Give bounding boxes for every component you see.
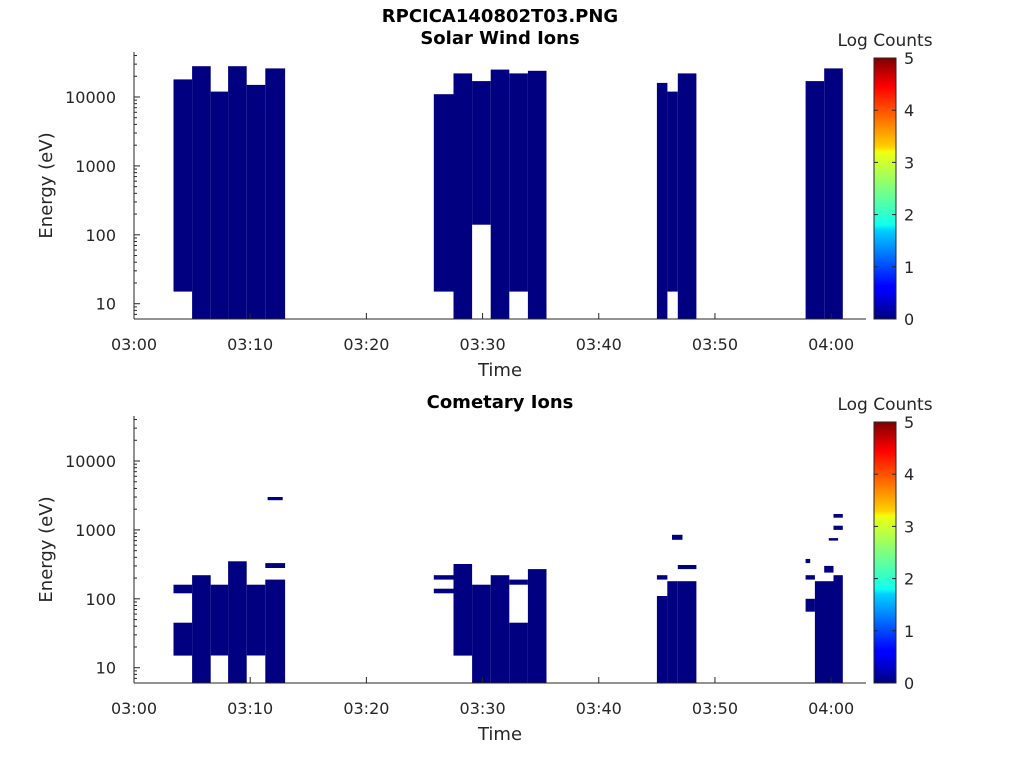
data-block xyxy=(527,70,547,319)
data-block xyxy=(677,565,697,570)
x-tick-label: 04:00 xyxy=(808,335,854,354)
y-tick-label: 10000 xyxy=(65,88,116,107)
data-block xyxy=(472,81,491,225)
data-block xyxy=(656,596,668,683)
data-block xyxy=(228,66,247,319)
data-block xyxy=(667,91,678,292)
data-block xyxy=(805,598,815,612)
data-block xyxy=(672,534,683,540)
chart-panel-1: 03:00 03:10 03:20 03:30 03:40 03:50 04:0010100… xyxy=(36,28,933,381)
data-block xyxy=(527,569,547,683)
data-block xyxy=(433,94,454,292)
data-block xyxy=(173,622,193,656)
data-block xyxy=(433,575,454,580)
colorbar-tick-label: 1 xyxy=(904,622,914,641)
x-tick-label: 03:00 xyxy=(111,335,157,354)
data-block xyxy=(814,581,834,683)
colorbar-tick-label: 0 xyxy=(904,674,914,693)
x-tick-label: 04:00 xyxy=(808,699,854,718)
data-block xyxy=(509,579,528,585)
data-block xyxy=(833,575,843,683)
chart-panel-2: 03:00 03:10 03:20 03:30 03:40 03:50 04:0010100… xyxy=(36,392,933,745)
data-block xyxy=(509,622,528,683)
data-block xyxy=(805,575,815,580)
y-axis-label: Energy (eV) xyxy=(36,496,57,602)
colorbar-tick-label: 0 xyxy=(904,310,914,329)
data-block xyxy=(265,68,286,320)
data-block xyxy=(656,82,668,320)
data-block xyxy=(490,69,510,319)
figure-title: RPCICA140802T03.PNG xyxy=(381,6,619,27)
x-axis-label: Time xyxy=(477,724,522,745)
data-block xyxy=(828,538,839,541)
data-block xyxy=(265,563,286,568)
data-block xyxy=(173,79,193,292)
data-block xyxy=(192,66,211,319)
data-block xyxy=(210,91,229,319)
y-tick-label: 100 xyxy=(85,226,116,245)
data-block xyxy=(824,68,843,320)
data-block xyxy=(509,73,528,292)
data-block xyxy=(656,575,668,580)
data-block xyxy=(246,84,266,320)
data-block xyxy=(210,584,229,656)
x-axis-label: Time xyxy=(477,360,522,381)
y-axis-label: Energy (eV) xyxy=(36,132,57,238)
y-tick-label: 1000 xyxy=(75,157,116,176)
colorbar-tick-label: 3 xyxy=(904,517,914,536)
x-tick-label: 03:30 xyxy=(460,335,506,354)
y-tick-label: 100 xyxy=(85,590,116,609)
data-block xyxy=(246,584,266,656)
y-tick-label: 10 xyxy=(96,659,116,678)
x-tick-label: 03:50 xyxy=(692,335,738,354)
x-tick-label: 03:20 xyxy=(343,699,389,718)
y-tick-label: 10000 xyxy=(65,452,116,471)
colorbar-tick-label: 5 xyxy=(904,413,914,432)
data-block xyxy=(677,581,697,683)
colorbar-tick-label: 3 xyxy=(904,153,914,172)
x-tick-label: 03:50 xyxy=(692,699,738,718)
colorbar xyxy=(873,421,897,684)
x-tick-label: 03:20 xyxy=(343,335,389,354)
colorbar-tick-label: 2 xyxy=(904,570,914,589)
data-block xyxy=(267,497,283,501)
x-tick-label: 03:40 xyxy=(576,335,622,354)
x-tick-label: 03:30 xyxy=(460,699,506,718)
data-block xyxy=(265,579,286,683)
data-block xyxy=(433,588,454,594)
x-tick-label: 03:40 xyxy=(576,699,622,718)
panel-title: Solar Wind Ions xyxy=(420,28,579,49)
panel-title: Cometary Ions xyxy=(427,392,574,413)
data-block xyxy=(833,514,843,518)
data-block xyxy=(833,525,843,530)
colorbar-tick-label: 1 xyxy=(904,258,914,277)
y-tick-label: 1000 xyxy=(75,521,116,540)
colorbar-tick-label: 2 xyxy=(904,206,914,225)
colorbar xyxy=(873,57,897,320)
colorbar-tick-label: 5 xyxy=(904,49,914,68)
y-tick-label: 10 xyxy=(96,295,116,314)
colorbar-tick-label: 4 xyxy=(904,465,914,484)
data-block xyxy=(667,581,678,683)
data-block xyxy=(453,73,473,320)
x-tick-label: 03:10 xyxy=(227,699,273,718)
x-tick-label: 03:00 xyxy=(111,699,157,718)
data-block xyxy=(824,565,834,573)
data-block xyxy=(472,584,491,683)
data-block xyxy=(805,558,811,564)
data-block xyxy=(490,575,510,683)
data-block xyxy=(677,73,697,320)
data-block xyxy=(805,81,825,319)
data-block xyxy=(228,561,247,683)
colorbar-tick-label: 4 xyxy=(904,101,914,120)
data-block xyxy=(192,575,211,683)
colorbar-label: Log Counts xyxy=(837,31,932,51)
x-tick-label: 03:10 xyxy=(227,335,273,354)
data-block xyxy=(173,584,193,594)
colorbar-label: Log Counts xyxy=(837,395,932,415)
data-block xyxy=(453,564,473,656)
